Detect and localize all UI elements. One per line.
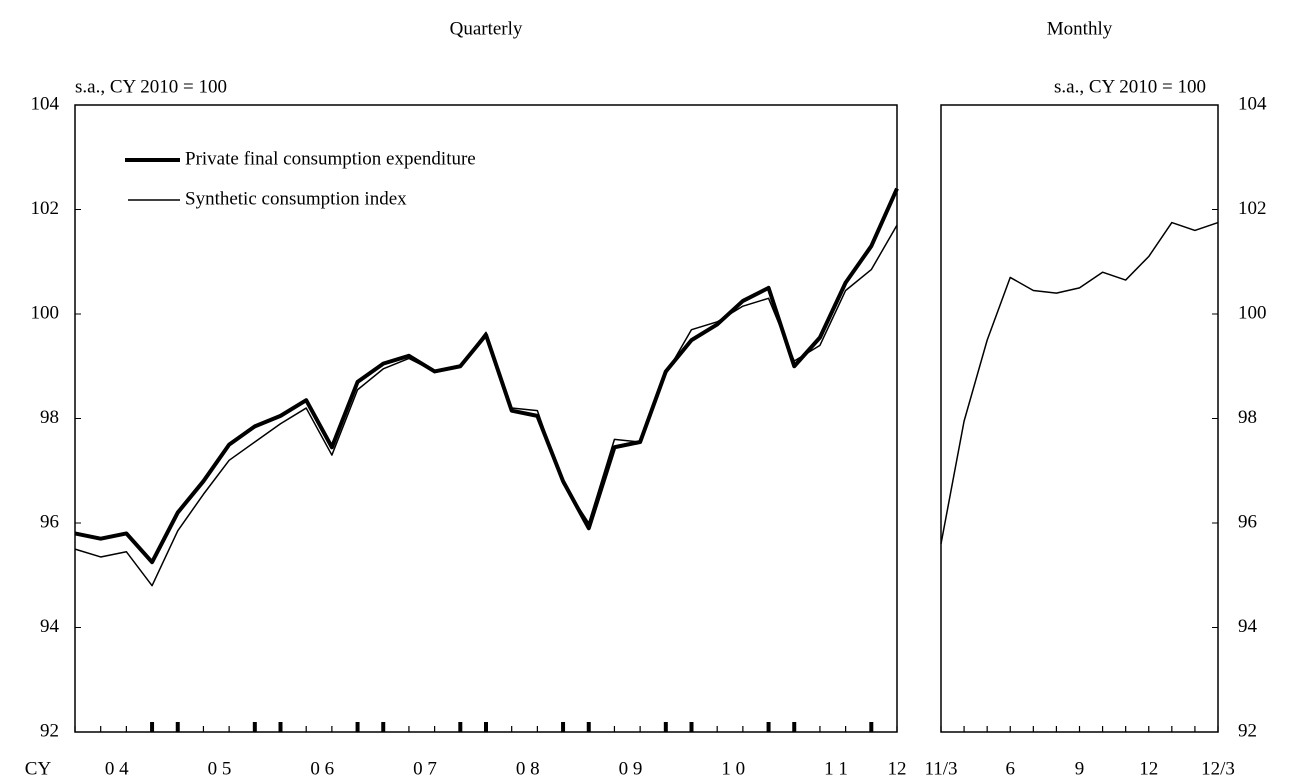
data-line	[74, 187, 899, 565]
x-tick-label: 0 5	[208, 758, 232, 779]
y-tick-label: 94	[40, 616, 60, 637]
y-tick-label: 98	[40, 407, 59, 428]
y-tick-label: 100	[31, 302, 60, 323]
plot-frame	[940, 104, 1219, 733]
data-line	[940, 221, 1219, 545]
x-tick-label: 1 1	[824, 758, 848, 779]
y-tick-label: 100	[1238, 302, 1267, 323]
x-tick-label: 0 7	[413, 758, 437, 779]
x-axis-label: CY	[25, 758, 52, 779]
chart-title: Quarterly	[450, 18, 523, 39]
y-tick-label: 94	[1238, 616, 1258, 637]
y-tick-label: 104	[31, 93, 60, 114]
chart-title: Monthly	[1047, 18, 1113, 39]
unit-label: s.a., CY 2010 = 100	[1054, 76, 1206, 97]
x-tick-label: 0 4	[105, 758, 129, 779]
unit-label: s.a., CY 2010 = 100	[75, 76, 227, 97]
x-tick-label: 0 6	[310, 758, 334, 779]
y-tick-label: 92	[40, 720, 59, 741]
x-tick-label: 6	[1006, 758, 1016, 779]
y-tick-label: 102	[1238, 198, 1267, 219]
y-tick-label: 96	[1238, 511, 1257, 532]
x-tick-label: 1 0	[721, 758, 745, 779]
y-tick-label: 92	[1238, 720, 1257, 741]
y-tick-label: 96	[40, 511, 59, 532]
x-tick-label: 0 9	[619, 758, 643, 779]
y-tick-label: 98	[1238, 407, 1257, 428]
x-tick-label: 12	[888, 758, 907, 779]
x-tick-label: 12/3	[1201, 758, 1235, 779]
x-tick-label: 9	[1075, 758, 1085, 779]
x-tick-label: 0 8	[516, 758, 540, 779]
y-tick-label: 102	[31, 198, 60, 219]
data-line	[74, 224, 898, 587]
y-tick-label: 104	[1238, 93, 1267, 114]
legend-label: Private final consumption expenditure	[185, 148, 476, 169]
legend-label: Synthetic consumption index	[185, 188, 407, 209]
x-tick-label: 12	[1139, 758, 1158, 779]
x-tick-label: 11/3	[924, 758, 957, 779]
